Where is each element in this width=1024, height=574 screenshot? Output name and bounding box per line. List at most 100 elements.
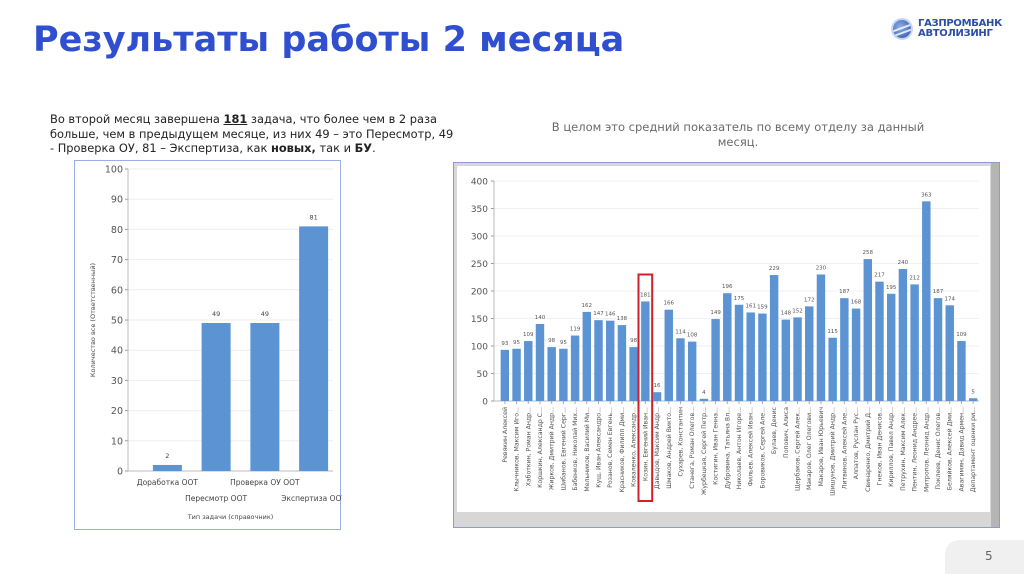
bar[interactable] [723, 293, 732, 401]
x-category-label: Шмаков, Андрей Викто... [665, 407, 673, 489]
bar[interactable] [769, 275, 779, 401]
y-tick-label: 60 [111, 285, 123, 296]
summary-count: 181 [223, 112, 248, 126]
x-category-label: Клычников, Максим Иго... [514, 407, 521, 492]
y-tick-label: 0 [117, 467, 123, 478]
bar[interactable] [559, 348, 568, 401]
bar[interactable] [547, 347, 556, 401]
y-tick-label: 150 [471, 315, 488, 325]
bar-value-label: 2 [165, 452, 169, 460]
y-tick-label: 90 [111, 195, 123, 206]
bar[interactable] [500, 349, 510, 401]
bar[interactable] [805, 306, 814, 401]
bar[interactable] [201, 323, 231, 471]
bar[interactable] [734, 304, 744, 401]
x-category-label: Костигин, Иван Генна... [713, 407, 720, 485]
bar-value-label: 187 [933, 289, 944, 295]
x-category-label: Пересмотр ООТ [185, 494, 247, 503]
summary-part: Во второй месяц завершена [50, 112, 224, 126]
bar-value-label: 240 [898, 260, 909, 266]
bar-value-label: 146 [605, 312, 616, 318]
bar[interactable] [250, 323, 280, 471]
bar[interactable] [676, 338, 685, 401]
bar[interactable] [617, 325, 627, 401]
summary-part: . [372, 141, 376, 155]
bar[interactable] [629, 347, 638, 401]
task-type-chart: 0 10 20 30 40 50 60 70 80 90 100 2 Доработка ООТ 49 Пе… [74, 160, 342, 530]
bar[interactable] [524, 341, 533, 401]
bar[interactable] [606, 320, 615, 401]
y-tick-label: 50 [111, 316, 123, 327]
bar-value-label: 181 [640, 292, 651, 298]
bar[interactable] [922, 201, 931, 401]
bar[interactable] [840, 298, 849, 401]
page-number-tab [945, 540, 1024, 574]
bar[interactable] [933, 298, 943, 401]
bar[interactable] [957, 341, 966, 401]
bar[interactable] [582, 311, 592, 401]
bar[interactable] [746, 312, 755, 401]
bar-value-label: 5 [971, 389, 975, 395]
x-category-label: Сухарев, Константин [677, 407, 684, 477]
bar[interactable] [758, 313, 767, 401]
bar-value-label: 187 [839, 289, 850, 295]
bar-value-label: 98 [630, 338, 637, 344]
chart-scrollbar[interactable] [991, 163, 999, 527]
bar[interactable] [910, 284, 919, 401]
bar[interactable] [652, 392, 662, 401]
x-category-label: Щербаков, Сергей Алек... [794, 407, 802, 491]
globe-logo-icon [891, 18, 913, 40]
y-tick-label: 10 [111, 436, 123, 447]
bar[interactable] [816, 274, 826, 402]
bar[interactable] [699, 398, 709, 401]
y-tick-label: 100 [105, 165, 123, 176]
bar[interactable] [711, 319, 720, 401]
bar[interactable] [641, 301, 650, 401]
bar[interactable] [781, 319, 791, 401]
bar[interactable] [570, 335, 580, 401]
bar-value-label: 109 [523, 332, 534, 338]
x-category-label: Коршкин, Александр С... [537, 407, 544, 488]
x-category-label: Фильев, Алексей Иван... [747, 407, 755, 486]
x-category-label: Боровиков, Сергей Але... [758, 407, 766, 489]
bar-value-label: 166 [664, 301, 675, 307]
bar[interactable] [886, 293, 896, 401]
bar-value-label: 196 [722, 284, 733, 290]
bar[interactable] [875, 281, 884, 401]
page-title: Результаты работы 2 месяца [33, 20, 625, 60]
bar[interactable] [851, 308, 861, 401]
bar[interactable] [664, 309, 673, 401]
bar-value-label: 212 [909, 275, 920, 281]
bar-value-label: 138 [617, 316, 628, 322]
bar-value-label: 148 [781, 311, 792, 317]
bar-value-label: 49 [212, 310, 220, 318]
bar[interactable] [152, 464, 182, 471]
bar[interactable] [863, 259, 872, 401]
bar[interactable] [828, 337, 837, 401]
bar[interactable] [945, 305, 954, 401]
y-tick-label: 0 [482, 398, 488, 408]
bar[interactable] [299, 226, 329, 471]
bar[interactable] [512, 348, 521, 401]
bar[interactable] [687, 341, 697, 401]
x-category-label: Макаров, Олег Олегови... [806, 407, 813, 490]
x-category-label: Козин, Евгений Иван... [641, 407, 649, 481]
bar[interactable] [898, 269, 908, 401]
bar[interactable] [968, 398, 978, 401]
bar-value-label: 16 [654, 383, 661, 389]
logo-line-2: АВТОЛИЗИНГ [918, 28, 993, 39]
bar[interactable] [594, 320, 603, 401]
bar-value-label: 168 [851, 300, 862, 306]
x-category-label: Кущ, Иван Александро... [596, 407, 603, 488]
bar-value-label: 95 [513, 340, 520, 346]
bar-value-label: 229 [769, 266, 780, 272]
x-category-label: Проверка ОУ ООТ [230, 478, 300, 487]
y-tick-label: 50 [477, 370, 489, 380]
x-category-label: Макаров, Иван Юрьевич [818, 407, 825, 487]
bar[interactable] [793, 317, 802, 401]
x-category-label: Мельников, Василий Ми... [583, 407, 591, 492]
bar-value-label: 363 [921, 192, 932, 198]
x-category-label: Булаев, Денис [771, 406, 778, 454]
x-category-label: Жирков, Дмитрий Андр... [548, 407, 556, 490]
bar[interactable] [535, 324, 545, 401]
